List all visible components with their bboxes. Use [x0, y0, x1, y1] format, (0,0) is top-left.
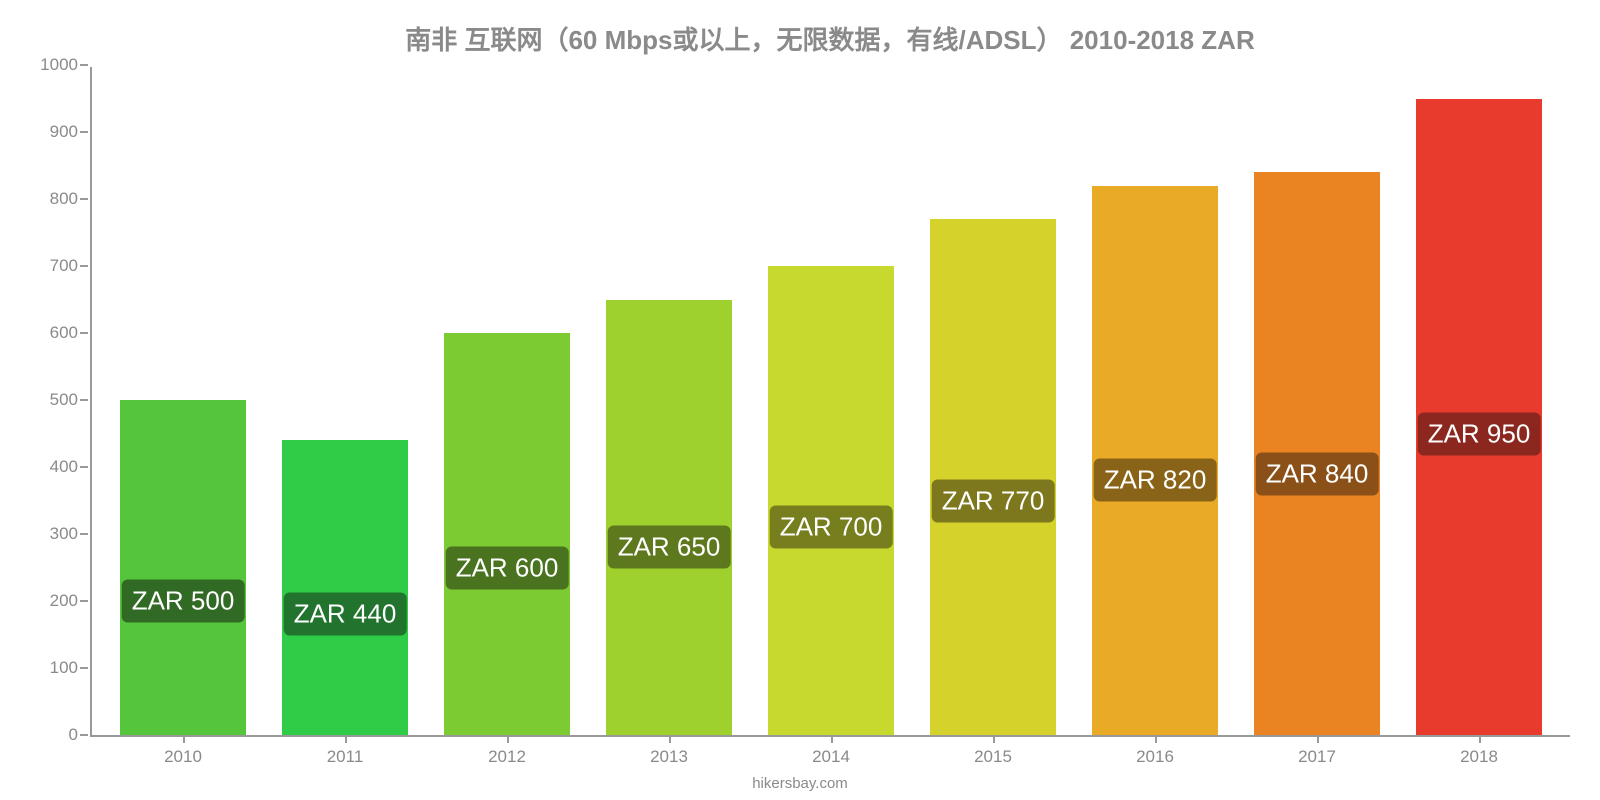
bars-group: ZAR 5002010ZAR 4402011ZAR 6002012ZAR 650…: [92, 67, 1570, 735]
y-tick-label: 900: [50, 122, 92, 142]
bar: [120, 400, 246, 735]
y-tick-label: 700: [50, 256, 92, 276]
bar: [930, 219, 1056, 735]
x-tick-label: 2016: [1136, 735, 1174, 767]
x-tick-label: 2012: [488, 735, 526, 767]
bar-value-label: ZAR 440: [284, 593, 407, 636]
bar-value-label: ZAR 700: [770, 506, 893, 549]
source-label: hikersbay.com: [752, 775, 848, 792]
bar-slot: ZAR 5002010: [102, 67, 264, 735]
bar-slot: ZAR 7702015: [912, 67, 1074, 735]
x-tick-label: 2013: [650, 735, 688, 767]
bar-slot: ZAR 6002012: [426, 67, 588, 735]
bar-slot: ZAR 8202016: [1074, 67, 1236, 735]
bar-slot: ZAR 6502013: [588, 67, 750, 735]
bar-value-label: ZAR 770: [932, 479, 1055, 522]
y-tick-label: 1000: [40, 55, 92, 75]
y-tick-label: 600: [50, 323, 92, 343]
bar-value-label: ZAR 840: [1256, 452, 1379, 495]
chart-title: 南非 互联网（60 Mbps或以上，无限数据，有线/ADSL） 2010-201…: [90, 20, 1570, 57]
y-tick-label: 100: [50, 658, 92, 678]
y-tick-label: 400: [50, 457, 92, 477]
bar-value-label: ZAR 600: [446, 546, 569, 589]
y-tick-label: 500: [50, 390, 92, 410]
chart-container: 南非 互联网（60 Mbps或以上，无限数据，有线/ADSL） 2010-201…: [0, 0, 1600, 800]
bar-slot: ZAR 4402011: [264, 67, 426, 735]
y-tick-label: 200: [50, 591, 92, 611]
bar: [444, 333, 570, 735]
y-tick-label: 0: [69, 725, 92, 745]
bar-slot: ZAR 7002014: [750, 67, 912, 735]
bar-value-label: ZAR 650: [608, 526, 731, 569]
x-tick-label: 2015: [974, 735, 1012, 767]
bar: [606, 300, 732, 736]
x-tick-label: 2010: [164, 735, 202, 767]
x-tick-label: 2014: [812, 735, 850, 767]
bar-slot: ZAR 8402017: [1236, 67, 1398, 735]
bar-value-label: ZAR 820: [1094, 459, 1217, 502]
bar: [768, 266, 894, 735]
x-tick-label: 2011: [327, 735, 364, 767]
x-tick-label: 2018: [1460, 735, 1498, 767]
bar: [282, 440, 408, 735]
bar-value-label: ZAR 500: [122, 580, 245, 623]
bar-value-label: ZAR 950: [1418, 412, 1541, 455]
plot-area: ZAR 5002010ZAR 4402011ZAR 6002012ZAR 650…: [90, 67, 1570, 737]
x-tick-label: 2017: [1298, 735, 1336, 767]
bar-slot: ZAR 9502018: [1398, 67, 1560, 735]
y-tick-label: 800: [50, 189, 92, 209]
y-tick-label: 300: [50, 524, 92, 544]
